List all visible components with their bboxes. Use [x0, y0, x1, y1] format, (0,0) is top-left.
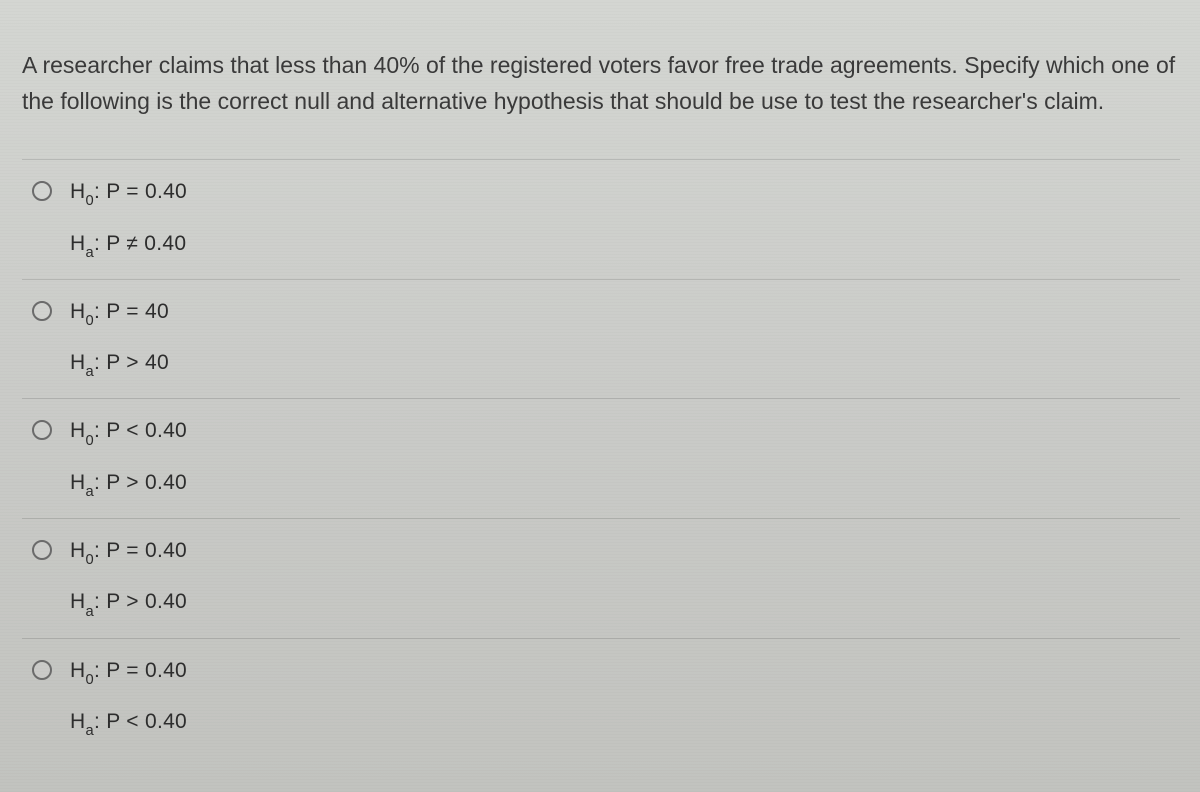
h0-label: H: [70, 539, 85, 562]
h0-label: H: [70, 659, 85, 682]
h0-sub: 0: [85, 433, 93, 449]
h0-line: H0: P < 0.40: [70, 417, 1170, 448]
h0-text: : P = 40: [94, 300, 169, 323]
ha-sub: a: [85, 484, 93, 500]
h0-sub: 0: [85, 672, 93, 688]
ha-sub: a: [85, 723, 93, 739]
ha-label: H: [70, 232, 85, 255]
ha-line: Ha: P < 0.40: [70, 708, 1170, 739]
h0-label: H: [70, 300, 85, 323]
ha-label: H: [70, 351, 85, 374]
ha-text: : P < 0.40: [94, 710, 187, 733]
radio-icon[interactable]: [32, 420, 52, 440]
h0-line: H0: P = 0.40: [70, 178, 1170, 209]
h0-sub: 0: [85, 552, 93, 568]
h0-text: : P < 0.40: [94, 419, 187, 442]
ha-sub: a: [85, 604, 93, 620]
h0-text: : P = 0.40: [94, 180, 187, 203]
h0-sub: 0: [85, 193, 93, 209]
quiz-page: A researcher claims that less than 40% o…: [0, 0, 1200, 792]
ha-sub: a: [85, 364, 93, 380]
radio-icon[interactable]: [32, 181, 52, 201]
option-content: H0: P = 0.40 Ha: P > 0.40: [70, 537, 1170, 620]
option-content: H0: P = 40 Ha: P > 40: [70, 298, 1170, 381]
option-5[interactable]: H0: P = 0.40 Ha: P < 0.40: [22, 639, 1180, 758]
ha-line: Ha: P > 40: [70, 349, 1170, 380]
option-2[interactable]: H0: P = 40 Ha: P > 40: [22, 280, 1180, 400]
question-text: A researcher claims that less than 40% o…: [22, 48, 1180, 119]
ha-label: H: [70, 710, 85, 733]
radio-icon[interactable]: [32, 301, 52, 321]
option-4[interactable]: H0: P = 0.40 Ha: P > 0.40: [22, 519, 1180, 639]
option-3[interactable]: H0: P < 0.40 Ha: P > 0.40: [22, 399, 1180, 519]
option-1[interactable]: H0: P = 0.40 Ha: P ≠ 0.40: [22, 160, 1180, 280]
options-list: H0: P = 0.40 Ha: P ≠ 0.40 H0: P = 40 Ha:…: [22, 159, 1180, 757]
h0-line: H0: P = 0.40: [70, 537, 1170, 568]
radio-icon[interactable]: [32, 540, 52, 560]
ha-label: H: [70, 471, 85, 494]
ha-sub: a: [85, 245, 93, 261]
ha-text: : P > 0.40: [94, 590, 187, 613]
ha-line: Ha: P > 0.40: [70, 588, 1170, 619]
ha-text: : P > 0.40: [94, 471, 187, 494]
h0-text: : P = 0.40: [94, 539, 187, 562]
ha-line: Ha: P ≠ 0.40: [70, 230, 1170, 261]
ha-label: H: [70, 590, 85, 613]
ha-line: Ha: P > 0.40: [70, 469, 1170, 500]
radio-icon[interactable]: [32, 660, 52, 680]
ha-text: : P > 40: [94, 351, 169, 374]
question-block: A researcher claims that less than 40% o…: [0, 0, 1200, 757]
h0-sub: 0: [85, 313, 93, 329]
h0-label: H: [70, 180, 85, 203]
option-content: H0: P = 0.40 Ha: P < 0.40: [70, 657, 1170, 740]
h0-text: : P = 0.40: [94, 659, 187, 682]
h0-line: H0: P = 40: [70, 298, 1170, 329]
option-content: H0: P < 0.40 Ha: P > 0.40: [70, 417, 1170, 500]
h0-label: H: [70, 419, 85, 442]
option-content: H0: P = 0.40 Ha: P ≠ 0.40: [70, 178, 1170, 261]
ha-text: : P ≠ 0.40: [94, 232, 186, 255]
h0-line: H0: P = 0.40: [70, 657, 1170, 688]
